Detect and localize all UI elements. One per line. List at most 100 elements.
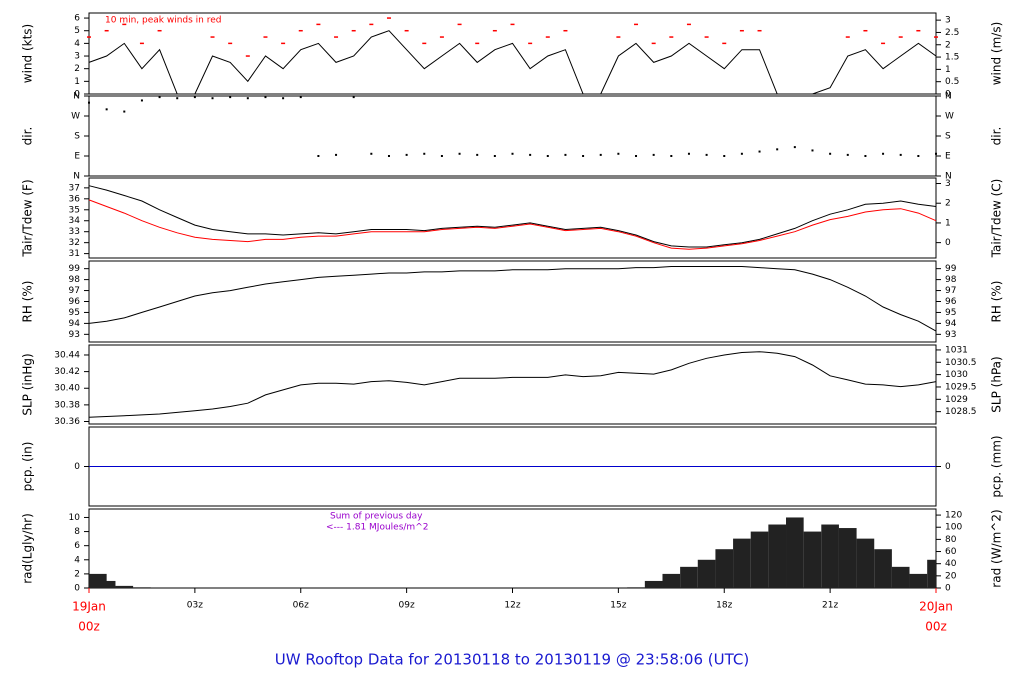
dir-point — [511, 152, 514, 155]
dir-point — [864, 155, 867, 157]
y2-tick-label: 93 — [945, 330, 956, 340]
y-tick-label: 6 — [74, 541, 80, 551]
rad-bar — [838, 528, 857, 588]
y2-axis-label: RH (%) — [990, 281, 1004, 323]
dir-point — [176, 97, 179, 100]
dir-point — [793, 146, 796, 149]
rad-bar — [874, 549, 892, 588]
dir-point — [458, 152, 461, 155]
y-tick-label: 6 — [74, 14, 80, 24]
y2-tick-label: 2.5 — [945, 28, 959, 38]
x-tick-label: 12z — [504, 601, 520, 611]
y2-tick-label: 1029.5 — [945, 382, 977, 392]
dir-point — [687, 152, 690, 155]
y2-tick-label: 3 — [945, 179, 951, 189]
x-tick-label: 06z — [293, 601, 309, 611]
dir-point — [440, 155, 443, 157]
dir-point — [123, 110, 126, 113]
y2-tick-label: 1 — [945, 65, 951, 75]
y2-tick-label: 96 — [945, 297, 957, 307]
y2-tick-label: 80 — [945, 535, 957, 545]
rad-bar — [680, 566, 698, 588]
y2-tick-label: E — [945, 152, 951, 162]
dir-point — [723, 155, 726, 157]
y-tick-label: 33 — [69, 227, 80, 237]
y2-tick-label: 99 — [945, 264, 957, 274]
dir-point — [193, 96, 196, 99]
dir-point — [917, 155, 920, 157]
y-tick-label: 97 — [69, 286, 80, 296]
y2-tick-label: 0 — [945, 584, 951, 594]
y-axis-label: pcp. (in) — [21, 442, 35, 492]
y2-tick-label: 1028.5 — [945, 407, 977, 417]
dir-point — [740, 152, 743, 155]
series-line — [88, 351, 937, 418]
dir-point — [158, 96, 161, 99]
dir-point — [652, 153, 655, 156]
y-axis-label: Tair/Tdew (F) — [21, 179, 35, 257]
dir-point — [246, 97, 249, 100]
dir-point — [317, 155, 320, 157]
annotation: <--- 1.81 MJoules/m^2 — [326, 523, 428, 533]
dir-point — [264, 96, 267, 99]
y-tick-label: 30.40 — [54, 384, 80, 394]
x-tick-label: 00z — [925, 620, 947, 634]
dir-point — [387, 155, 390, 157]
y-tick-label: S — [74, 132, 80, 142]
panel-frame — [88, 177, 937, 259]
y-tick-label: 30.42 — [54, 367, 80, 377]
y2-tick-label: 1030.5 — [945, 358, 977, 368]
rad-bar — [856, 538, 875, 588]
y2-tick-label: 0 — [945, 90, 951, 100]
dir-point — [546, 155, 549, 157]
x-tick-label: 00z — [78, 620, 100, 634]
y-tick-label: 96 — [69, 297, 81, 307]
series-line — [88, 266, 937, 332]
y2-tick-label: 1.5 — [945, 53, 959, 63]
y-tick-label: 30.44 — [54, 350, 80, 360]
series-line — [88, 199, 937, 250]
dir-point — [635, 155, 638, 157]
y-tick-label: 5 — [74, 26, 80, 36]
dir-point — [370, 152, 373, 155]
panel-frame — [88, 344, 937, 425]
y-tick-label: 4 — [74, 555, 80, 565]
x-tick-label: 03z — [187, 601, 203, 611]
dir-point — [229, 96, 232, 99]
rad-bar — [133, 587, 151, 588]
y-tick-label: 2 — [74, 64, 80, 74]
dir-point — [88, 101, 90, 104]
dir-point — [405, 153, 408, 156]
y2-tick-label: 1 — [945, 218, 951, 228]
rad-bar — [662, 573, 681, 588]
y-tick-label: 37 — [69, 183, 80, 193]
panel-frame — [88, 12, 937, 95]
y-tick-label: 93 — [69, 330, 80, 340]
y2-tick-label: 60 — [945, 547, 957, 557]
y-tick-label: 32 — [69, 238, 80, 248]
y2-tick-label: 1030 — [945, 370, 968, 380]
y-tick-label: E — [74, 152, 80, 162]
y-axis-label: dir. — [21, 127, 35, 146]
y-axis-label: rad(Lgly/hr) — [21, 513, 35, 584]
series-line — [88, 30, 937, 95]
y-tick-label: 34 — [69, 216, 81, 226]
y-tick-label: 0 — [74, 584, 80, 594]
rad-bar — [786, 517, 804, 588]
y-tick-label: 4 — [74, 39, 80, 49]
y-tick-label: 8 — [74, 527, 80, 537]
dir-point — [211, 97, 214, 100]
chart-title: UW Rooftop Data for 20130118 to 20130119… — [275, 651, 749, 669]
y-tick-label: 2 — [74, 569, 80, 579]
rad-bar — [644, 580, 663, 588]
y2-tick-label: 20 — [945, 571, 957, 581]
y2-tick-label: 94 — [945, 319, 957, 329]
y-tick-label: 0 — [74, 90, 80, 100]
dir-point — [564, 153, 567, 156]
rad-bar — [627, 587, 645, 588]
series-line — [88, 185, 937, 248]
y2-tick-label: 95 — [945, 308, 956, 318]
y2-axis-label: pcp. (mm) — [990, 435, 1004, 497]
dir-point — [105, 108, 108, 111]
